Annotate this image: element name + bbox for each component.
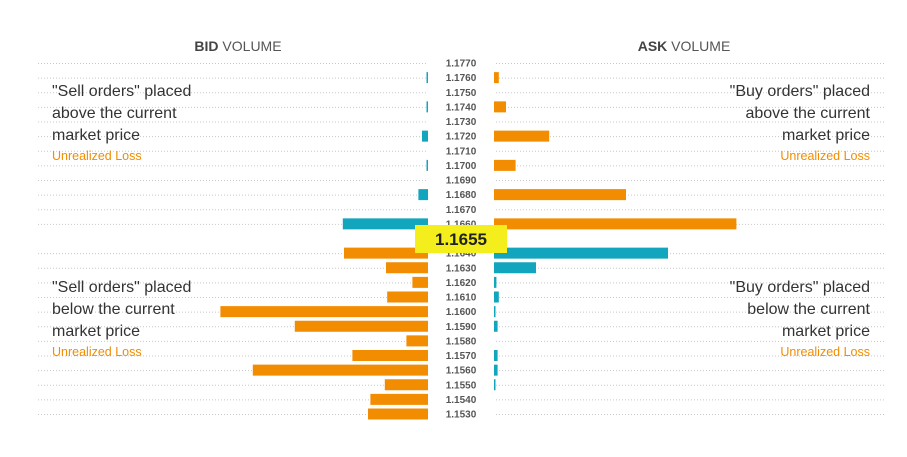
ask-bar xyxy=(494,364,498,376)
bars xyxy=(220,72,737,420)
bid-bar xyxy=(426,101,428,113)
annotation-line: market price xyxy=(52,127,140,144)
annotation-line: above the current xyxy=(52,105,177,122)
current-price-highlight xyxy=(415,225,507,253)
annotation-line: below the current xyxy=(747,301,870,318)
annotation-line: "Buy orders" placed xyxy=(730,83,870,100)
annotation-line: "Sell orders" placed xyxy=(52,83,191,100)
annotation-line: "Sell orders" placed xyxy=(52,279,191,296)
bid-bar xyxy=(220,306,428,318)
bid-bar xyxy=(426,159,428,171)
price-tick-label: 1.1670 xyxy=(446,205,477,216)
price-tick-label: 1.1770 xyxy=(446,59,477,70)
price-tick-label: 1.1680 xyxy=(446,190,477,201)
bid-bar xyxy=(294,320,428,332)
bid-bar xyxy=(370,393,428,405)
annotation-line: below the current xyxy=(52,301,175,318)
price-tick-label: 1.1690 xyxy=(446,176,477,187)
annotation-line: market price xyxy=(782,323,870,340)
annotation-bottom-left: "Sell orders" placed below the current m… xyxy=(52,279,191,359)
price-tick-label: 1.1720 xyxy=(446,132,477,143)
price-tick-label: 1.1710 xyxy=(446,146,477,157)
price-tick-label: 1.1640 xyxy=(446,249,477,260)
price-tick-label: 1.1570 xyxy=(446,351,477,362)
ask-bar xyxy=(494,101,506,113)
bid-bar xyxy=(418,189,428,201)
annotation-sub: Unrealized Loss xyxy=(780,345,870,359)
current-price-marker: 1.1655 xyxy=(415,225,507,253)
annotation-line: "Buy orders" placed xyxy=(730,279,870,296)
bid-bar xyxy=(352,350,428,361)
price-tick-label: 1.1560 xyxy=(446,366,477,377)
price-tick-label: 1.1530 xyxy=(446,410,477,421)
price-tick-label: 1.1700 xyxy=(446,161,477,172)
annotation-line: market price xyxy=(782,127,870,144)
current-price-label: 1.1655 xyxy=(435,230,487,249)
price-tick-label: 1.1660 xyxy=(446,219,477,230)
bid-bar xyxy=(412,276,428,288)
annotation-sub: Unrealized Loss xyxy=(780,149,870,163)
price-tick-label: 1.1580 xyxy=(446,336,477,347)
price-tick-label: 1.1590 xyxy=(446,322,477,333)
ask-bar xyxy=(494,379,496,391)
annotation-sub: Unrealized Loss xyxy=(52,149,142,163)
annotation-sub: Unrealized Loss xyxy=(52,345,142,359)
ask-bar xyxy=(494,306,496,318)
bid-volume-header: BID VOLUME xyxy=(194,38,281,54)
bid-bar xyxy=(386,262,428,274)
bid-bar xyxy=(406,335,428,347)
ask-bar xyxy=(494,291,499,303)
ask-bar xyxy=(494,72,499,84)
ask-volume-header: ASK VOLUME xyxy=(638,38,731,54)
annotation-top-right: "Buy orders" placed above the current ma… xyxy=(730,83,871,163)
ask-bar xyxy=(494,320,498,332)
annotation-line: above the current xyxy=(745,105,870,122)
price-tick-label: 1.1550 xyxy=(446,380,477,391)
price-tick-label: 1.1730 xyxy=(446,117,477,128)
price-tick-label: 1.1750 xyxy=(446,88,477,99)
price-tick-label: 1.1630 xyxy=(446,263,477,274)
ask-bar xyxy=(494,276,497,288)
bid-bar xyxy=(344,247,428,259)
annotation-bottom-right: "Buy orders" placed below the current ma… xyxy=(730,279,871,359)
bid-bar xyxy=(422,130,428,142)
price-tick-label: 1.1600 xyxy=(446,307,477,318)
bid-bar xyxy=(387,291,428,303)
bid-bar xyxy=(252,364,428,376)
bid-bar xyxy=(426,72,428,84)
ask-bar xyxy=(494,130,550,142)
price-axis: 1.1770 1.1760 1.1750 1.1740 1.1730 1.1720 1.17… xyxy=(446,59,477,421)
price-tick-label: 1.1740 xyxy=(446,102,477,113)
gridlines xyxy=(38,63,886,415)
bid-bar xyxy=(368,408,428,420)
price-tick-label: 1.1620 xyxy=(446,278,477,289)
bid-bar xyxy=(384,379,428,391)
bid-bar xyxy=(342,218,428,230)
ask-bar xyxy=(494,262,536,274)
ask-bar xyxy=(494,159,516,171)
ask-bar xyxy=(494,247,668,259)
price-tick-label: 1.1610 xyxy=(446,293,477,304)
annotation-line: market price xyxy=(52,323,140,340)
price-tick-label: 1.1760 xyxy=(446,73,477,84)
ask-bar xyxy=(494,189,626,201)
ask-bar xyxy=(494,218,737,230)
annotation-top-left: "Sell orders" placed above the current m… xyxy=(52,83,191,163)
ask-bar xyxy=(494,350,498,361)
price-tick-label: 1.1540 xyxy=(446,395,477,406)
